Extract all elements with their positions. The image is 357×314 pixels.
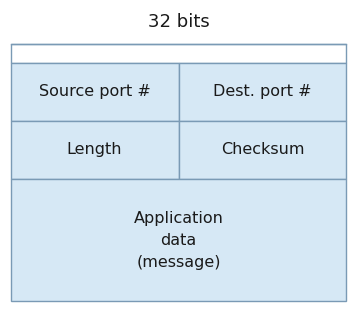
Bar (11, 179, 346, 301)
Text: Source port #: Source port # (39, 84, 151, 99)
Bar (11, 121, 178, 179)
Text: Checksum: Checksum (221, 143, 304, 157)
Bar (11, 44, 346, 63)
Text: Application
data
(message): Application data (message) (134, 210, 223, 270)
Bar (11, 63, 178, 121)
Bar (178, 63, 346, 121)
Text: Dest. port #: Dest. port # (213, 84, 312, 99)
Text: Length: Length (67, 143, 122, 157)
Text: 32 bits: 32 bits (148, 13, 209, 31)
Bar (178, 121, 346, 179)
